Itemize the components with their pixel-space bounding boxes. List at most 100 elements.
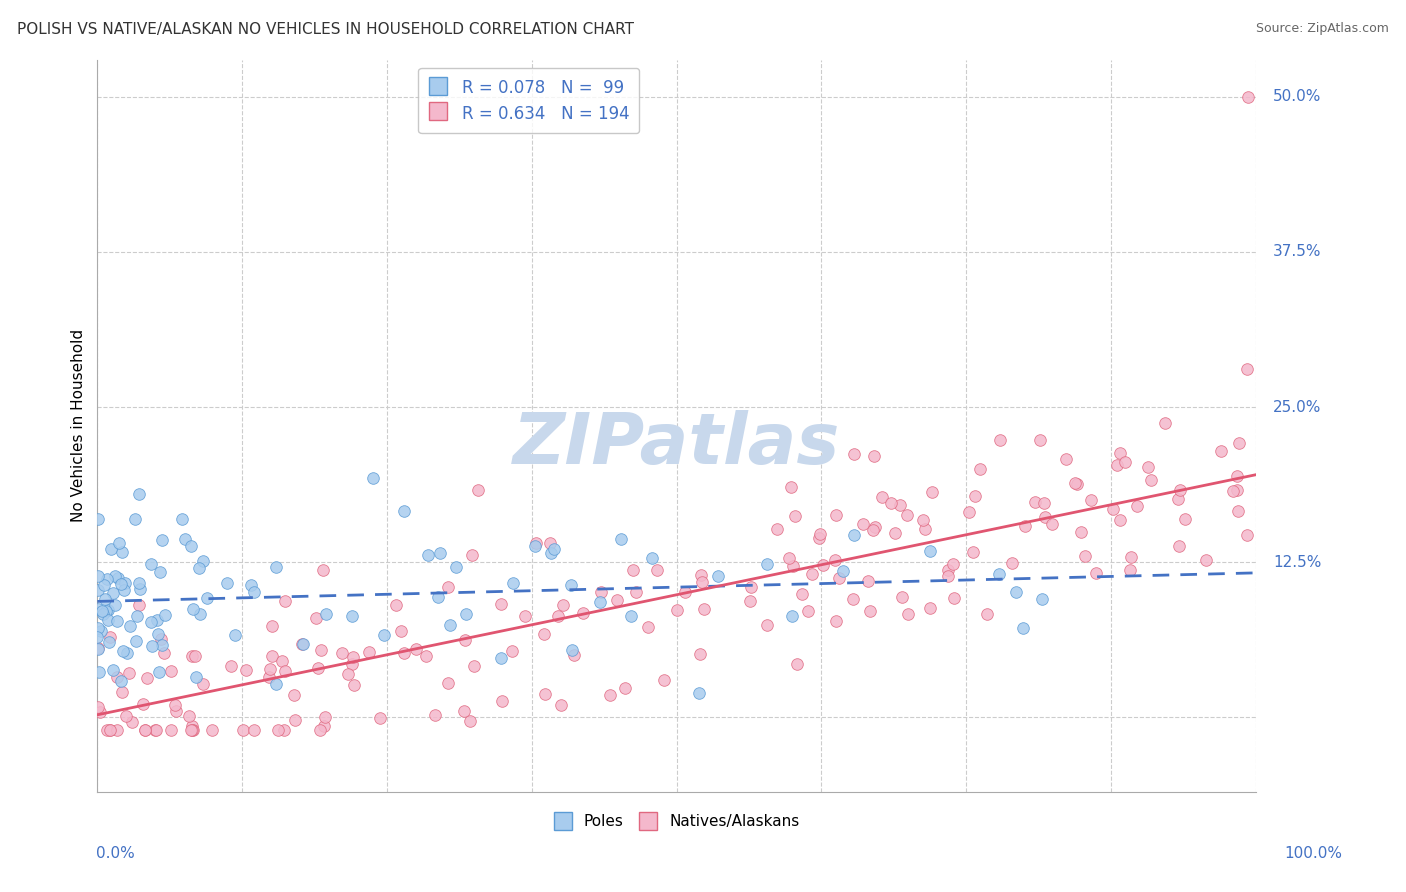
- Point: [780, 609, 803, 624]
- Point: [856, 574, 879, 588]
- Point: [86, 512, 108, 526]
- Point: [270, 654, 292, 668]
- Point: [458, 714, 481, 728]
- Point: [918, 600, 941, 615]
- Point: [115, 647, 138, 661]
- Point: [389, 624, 412, 639]
- Point: [454, 632, 477, 647]
- Point: [150, 533, 173, 548]
- Point: [357, 645, 380, 659]
- Point: [943, 591, 966, 605]
- Point: [259, 662, 281, 676]
- Point: [437, 580, 460, 594]
- Point: [1107, 458, 1129, 472]
- Point: [645, 563, 668, 577]
- Point: [540, 546, 562, 560]
- Point: [914, 522, 936, 536]
- Point: [86, 641, 108, 656]
- Point: [1167, 492, 1189, 507]
- Point: [1085, 566, 1108, 581]
- Point: [305, 611, 328, 625]
- Point: [128, 582, 150, 596]
- Point: [235, 663, 257, 677]
- Point: [610, 532, 633, 546]
- Point: [87, 569, 110, 583]
- Point: [165, 704, 187, 718]
- Point: [193, 554, 215, 568]
- Point: [105, 614, 128, 628]
- Point: [1225, 468, 1247, 483]
- Point: [606, 593, 628, 607]
- Point: [1140, 473, 1163, 487]
- Point: [1114, 455, 1136, 469]
- Point: [105, 670, 128, 684]
- Point: [145, 723, 167, 737]
- Point: [101, 585, 124, 599]
- Point: [842, 528, 865, 542]
- Point: [693, 602, 716, 616]
- Point: [920, 544, 942, 558]
- Point: [314, 709, 336, 723]
- Point: [689, 647, 711, 661]
- Point: [150, 638, 173, 652]
- Point: [170, 512, 193, 526]
- Point: [543, 541, 565, 556]
- Point: [446, 559, 468, 574]
- Point: [1236, 528, 1258, 542]
- Text: 100.0%: 100.0%: [1285, 846, 1343, 861]
- Point: [139, 557, 162, 571]
- Point: [111, 643, 134, 657]
- Point: [863, 450, 886, 464]
- Point: [461, 548, 484, 562]
- Point: [340, 608, 363, 623]
- Point: [86, 602, 108, 616]
- Point: [91, 604, 114, 618]
- Point: [785, 509, 807, 524]
- Y-axis label: No Vehicles in Household: No Vehicles in Household: [72, 329, 86, 523]
- Point: [562, 648, 585, 662]
- Point: [942, 557, 965, 571]
- Point: [1066, 476, 1088, 491]
- Point: [786, 657, 808, 671]
- Point: [1121, 549, 1143, 564]
- Point: [97, 603, 120, 617]
- Point: [740, 580, 762, 594]
- Point: [778, 551, 800, 566]
- Point: [547, 608, 569, 623]
- Point: [538, 535, 561, 549]
- Point: [865, 519, 887, 533]
- Point: [96, 723, 118, 737]
- Point: [825, 614, 848, 628]
- Point: [1174, 512, 1197, 526]
- Point: [100, 541, 122, 556]
- Point: [1074, 549, 1097, 563]
- Point: [284, 713, 307, 727]
- Point: [588, 595, 610, 609]
- Point: [114, 575, 136, 590]
- Point: [243, 585, 266, 599]
- Point: [921, 484, 943, 499]
- Point: [264, 560, 287, 574]
- Point: [342, 650, 364, 665]
- Point: [416, 548, 439, 562]
- Point: [429, 546, 451, 560]
- Point: [219, 659, 242, 673]
- Point: [191, 677, 214, 691]
- Point: [368, 711, 391, 725]
- Point: [1033, 510, 1056, 524]
- Point: [98, 723, 121, 737]
- Point: [560, 578, 582, 592]
- Point: [690, 568, 713, 582]
- Point: [107, 536, 129, 550]
- Point: [502, 575, 524, 590]
- Point: [180, 648, 202, 663]
- Point: [427, 591, 450, 605]
- Point: [1109, 513, 1132, 527]
- Point: [110, 673, 132, 688]
- Point: [990, 433, 1012, 447]
- Point: [523, 540, 546, 554]
- Point: [1170, 483, 1192, 497]
- Point: [756, 618, 779, 632]
- Point: [824, 553, 846, 567]
- Point: [107, 571, 129, 585]
